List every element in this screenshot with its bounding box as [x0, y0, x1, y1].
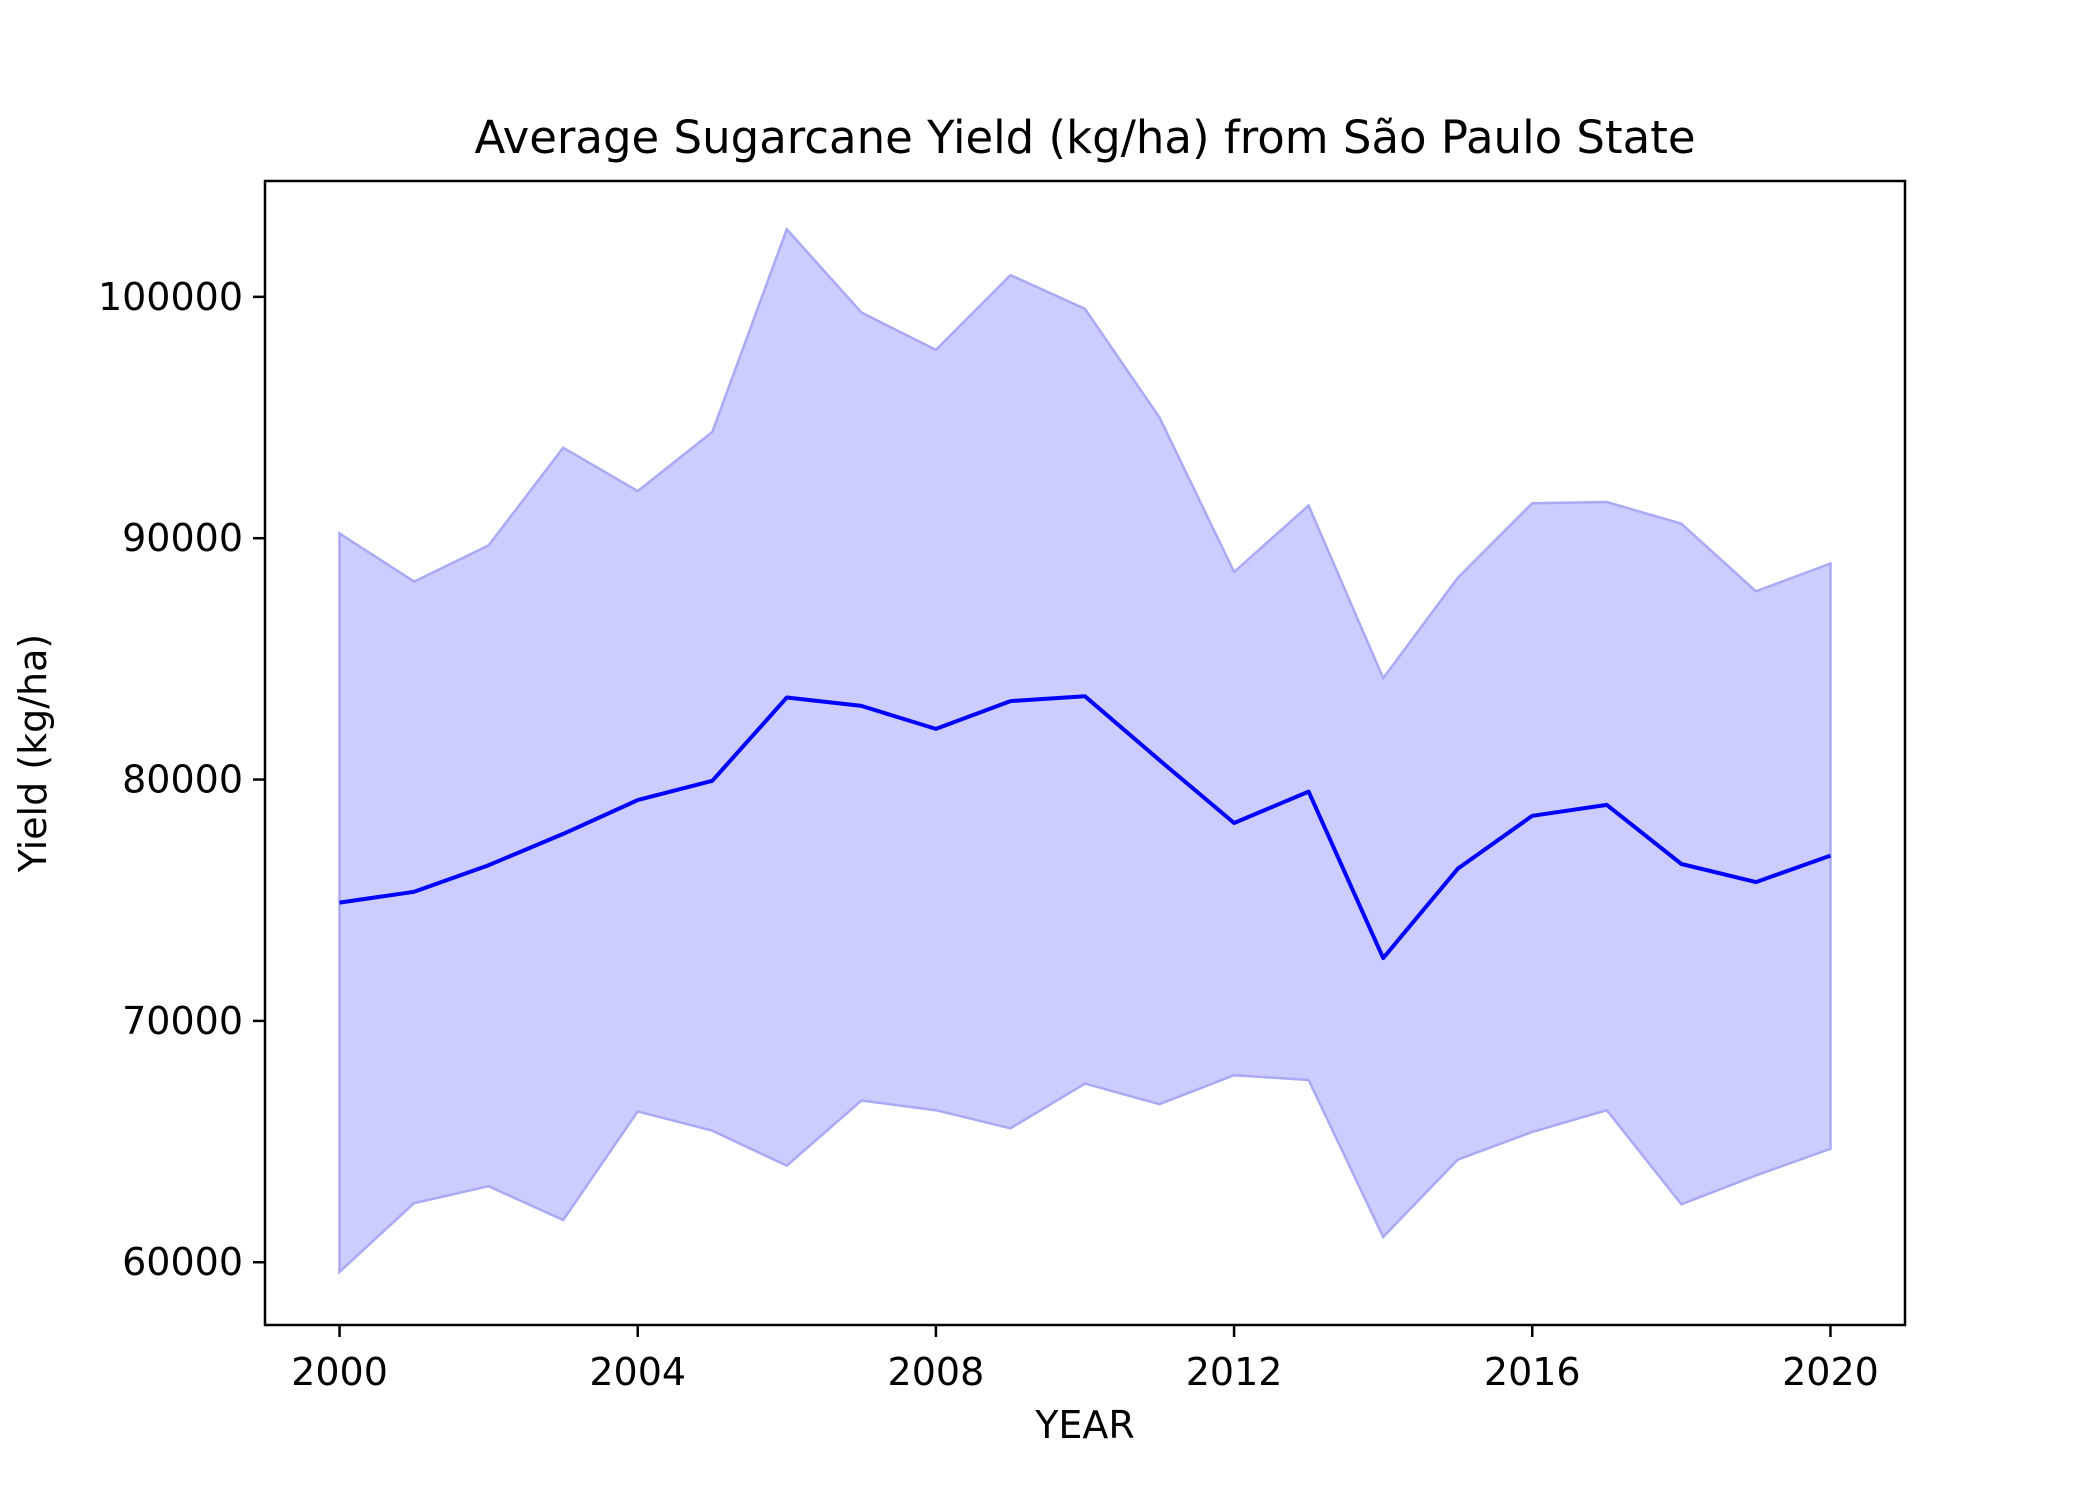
y-tick-label: 70000: [122, 999, 243, 1043]
x-tick-label: 2020: [1782, 1350, 1879, 1394]
x-axis: 2000 2004 2008 2012 2016 2020: [291, 1325, 1879, 1394]
axes-frame: [263, 179, 1907, 1327]
y-tick-label: 60000: [122, 1240, 243, 1284]
x-tick-label: 2012: [1186, 1350, 1283, 1394]
series-line: [339, 694, 1832, 961]
x-axis-label: YEAR: [1034, 1403, 1135, 1447]
x-tick-label: 2016: [1484, 1350, 1581, 1394]
y-tick-label: 90000: [122, 516, 243, 560]
chart-title: Average Sugarcane Yield (kg/ha) from São…: [474, 111, 1695, 164]
y-axis-label: Yield (kg/ha): [11, 634, 55, 874]
plot-area: [338, 226, 1832, 1275]
y-axis: 60000 70000 80000 90000 100000: [98, 275, 265, 1284]
x-tick-label: 2004: [589, 1350, 686, 1394]
x-tick-label: 2000: [291, 1350, 388, 1394]
confidence-band: [338, 226, 1832, 1275]
y-tick-label: 100000: [98, 275, 243, 319]
y-tick-label: 80000: [122, 758, 243, 802]
x-tick-label: 2008: [888, 1350, 985, 1394]
